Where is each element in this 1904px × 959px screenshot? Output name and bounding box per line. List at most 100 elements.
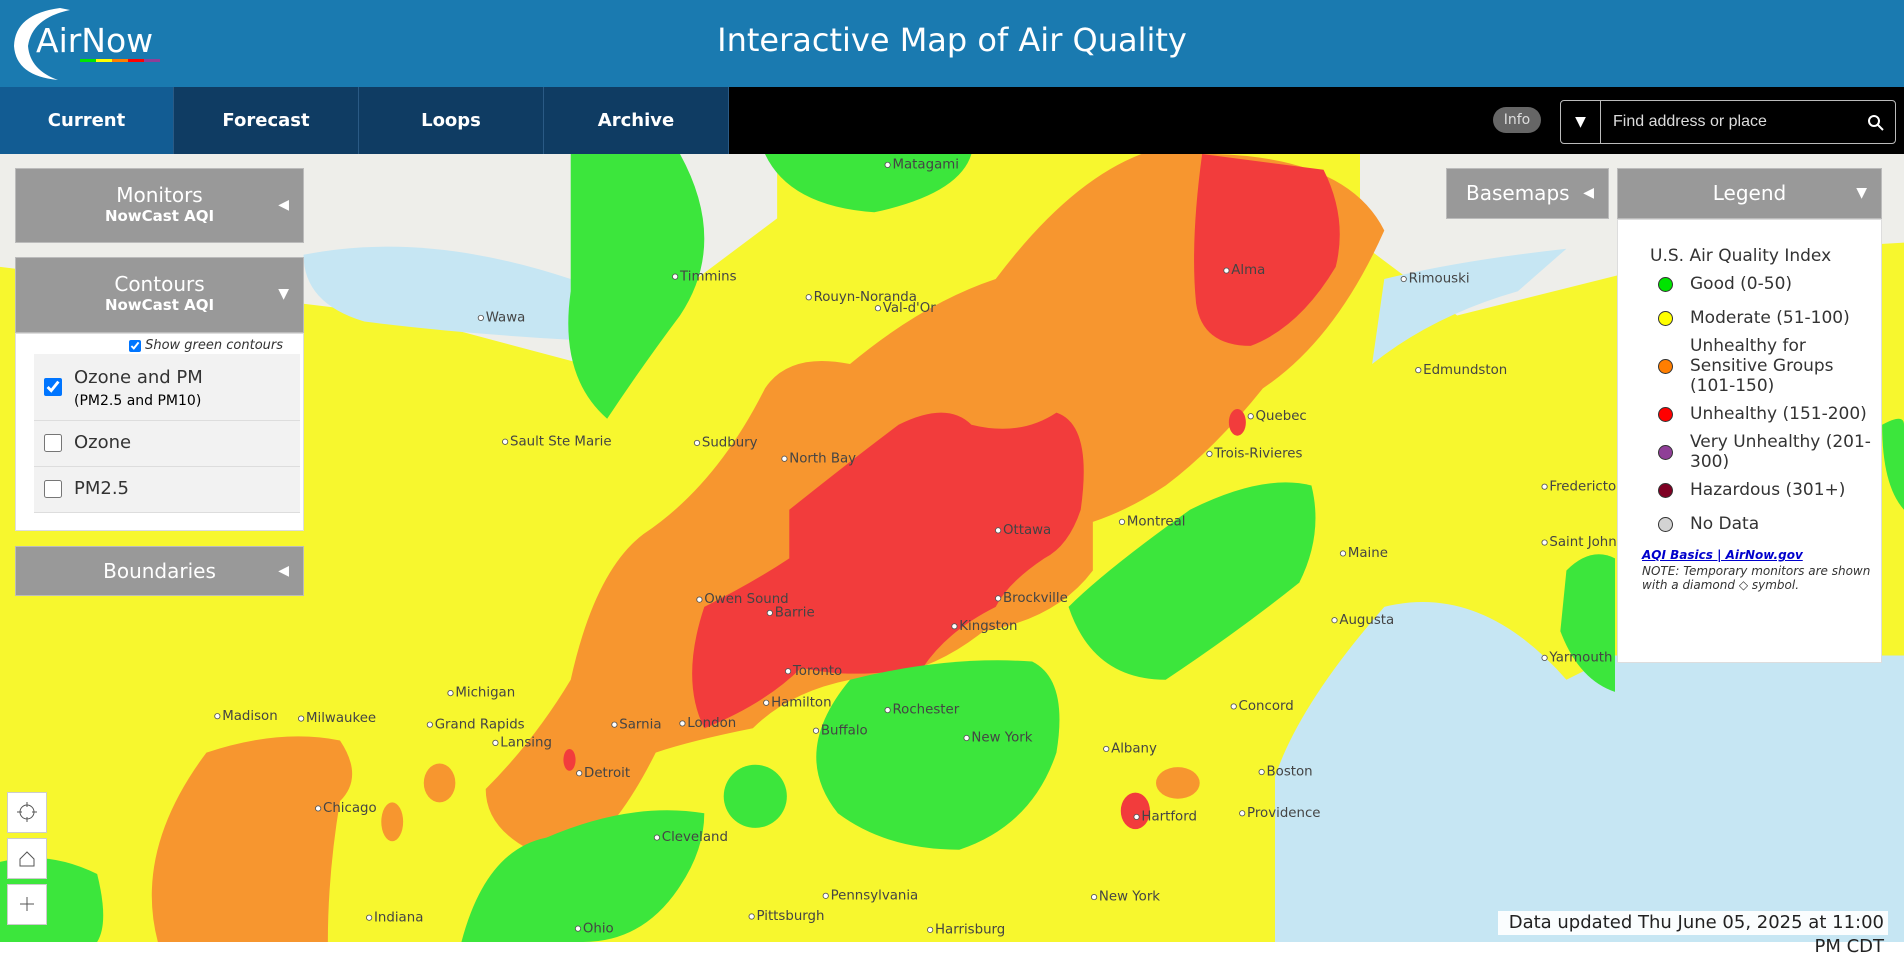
tab[interactable]: Loops — [359, 87, 544, 154]
option-label: PM2.5 — [74, 478, 130, 499]
option[interactable]: PM2.5 — [34, 467, 300, 513]
place-marker — [298, 715, 305, 722]
place-label: Quebec — [1256, 409, 1307, 424]
place-marker — [884, 706, 891, 714]
place-marker — [653, 834, 661, 841]
logo[interactable]: AirNow — [10, 4, 170, 82]
place-marker — [763, 699, 770, 706]
show-green-toggle[interactable]: Show green contours — [129, 338, 283, 353]
search-box[interactable]: ▼ Find address or place — [1560, 100, 1896, 144]
place-marker — [1541, 483, 1548, 490]
search-placeholder[interactable]: Find address or place — [1613, 113, 1767, 130]
place-marker — [1103, 745, 1110, 753]
usg-area — [151, 736, 353, 942]
place-marker — [1247, 413, 1254, 420]
header: Interactive Map of Air Quality AirNow — [0, 0, 1904, 87]
good-area — [723, 764, 787, 828]
monitors-header[interactable]: Monitors NowCast AQI ◀ — [15, 168, 304, 243]
place-label: Augusta — [1339, 613, 1394, 628]
contours-header[interactable]: Contours NowCast AQI ▼ — [15, 257, 304, 333]
place-label: Sarnia — [619, 717, 661, 732]
collapse-arrow[interactable]: ▼ — [278, 286, 289, 302]
place-label: Lansing — [500, 736, 552, 751]
place-marker — [812, 727, 820, 734]
usg-area — [1156, 767, 1200, 799]
tab[interactable]: Archive — [544, 87, 729, 154]
place-label: Trois-Rivieres — [1213, 447, 1302, 462]
place-label: Providence — [1247, 806, 1320, 821]
search-icon[interactable] — [1867, 114, 1885, 132]
place-marker — [447, 689, 454, 697]
good-area — [1882, 418, 1904, 510]
checkbox[interactable] — [129, 339, 142, 352]
place-label: Sault Ste Marie — [510, 434, 612, 449]
panel-title: Boundaries — [103, 559, 216, 583]
collapse-arrow[interactable]: ◀ — [278, 563, 289, 579]
place-marker — [995, 595, 1002, 602]
checkbox[interactable] — [44, 434, 62, 452]
place-marker — [1230, 703, 1237, 710]
place-marker — [766, 609, 773, 617]
place-marker — [822, 892, 829, 899]
legend-swatch — [1658, 516, 1673, 532]
panel-title: Legend — [1712, 181, 1787, 205]
legend-swatch — [1658, 276, 1673, 292]
usg-area — [423, 763, 456, 803]
place-marker — [748, 913, 755, 920]
boundaries-header[interactable]: Boundaries ◀ — [15, 546, 304, 596]
collapse-arrow[interactable]: ◀ — [1583, 185, 1594, 201]
place-marker — [1239, 810, 1246, 817]
collapse-arrow[interactable]: ▼ — [1856, 185, 1867, 201]
place-label: Chicago — [323, 801, 377, 816]
place-label: Alma — [1231, 263, 1265, 278]
place-marker — [995, 527, 1002, 534]
search-dropdown[interactable]: ▼ — [1561, 101, 1601, 143]
panel-title: Monitors — [116, 183, 203, 207]
place-label: Toronto — [792, 664, 842, 679]
ocean — [1275, 602, 1904, 942]
legend-item: Good (0-50) — [1658, 274, 1881, 294]
checkbox[interactable] — [44, 378, 62, 396]
place-marker — [1339, 550, 1347, 557]
lake — [303, 246, 571, 340]
place-label: Hamilton — [771, 695, 831, 710]
place-label: Maine — [1348, 546, 1388, 561]
tab[interactable]: Current — [0, 87, 174, 154]
locate-button[interactable] — [7, 792, 47, 833]
place-label: Owen Sound — [704, 592, 788, 607]
legend-label: No Data — [1690, 514, 1760, 534]
legend-label: Hazardous (301+) — [1690, 480, 1846, 500]
usg-area — [381, 802, 404, 842]
place-marker — [1206, 450, 1213, 457]
legend-header[interactable]: Legend ▼ — [1617, 168, 1882, 219]
place-marker — [1133, 813, 1140, 821]
place-label: Fredericton — [1549, 479, 1624, 494]
legend-item: No Data — [1658, 514, 1881, 534]
collapse-arrow[interactable]: ◀ — [278, 197, 289, 213]
option[interactable]: Ozone and PM (PM2.5 and PM10) — [34, 354, 300, 421]
place-marker — [951, 623, 958, 630]
legend-swatch — [1658, 310, 1673, 326]
place-label: Kingston — [959, 619, 1017, 634]
place-label: Val-d'Or — [883, 301, 936, 316]
legend-swatch — [1658, 406, 1673, 422]
legend-item: Hazardous (301+) — [1658, 480, 1881, 500]
option[interactable]: Ozone — [34, 421, 300, 467]
place-label: Ottawa — [1003, 523, 1051, 538]
info-button[interactable]: Info — [1493, 107, 1541, 133]
place-marker — [1118, 518, 1126, 525]
place-label: North Bay — [789, 451, 856, 466]
unhealthy-area — [692, 412, 1084, 729]
unhealthy-area — [1120, 792, 1150, 830]
tab[interactable]: Forecast — [174, 87, 359, 154]
place-marker — [696, 596, 703, 603]
place-marker — [1415, 367, 1422, 374]
checkbox[interactable] — [44, 480, 62, 498]
home-button[interactable] — [7, 838, 47, 879]
legend-link[interactable]: AQI Basics | AirNow.gov — [1642, 548, 1803, 562]
place-marker — [574, 925, 582, 932]
place-marker — [679, 720, 686, 727]
zoom-in-button[interactable] — [7, 884, 47, 925]
basemaps-header[interactable]: Basemaps ◀ — [1446, 168, 1609, 219]
